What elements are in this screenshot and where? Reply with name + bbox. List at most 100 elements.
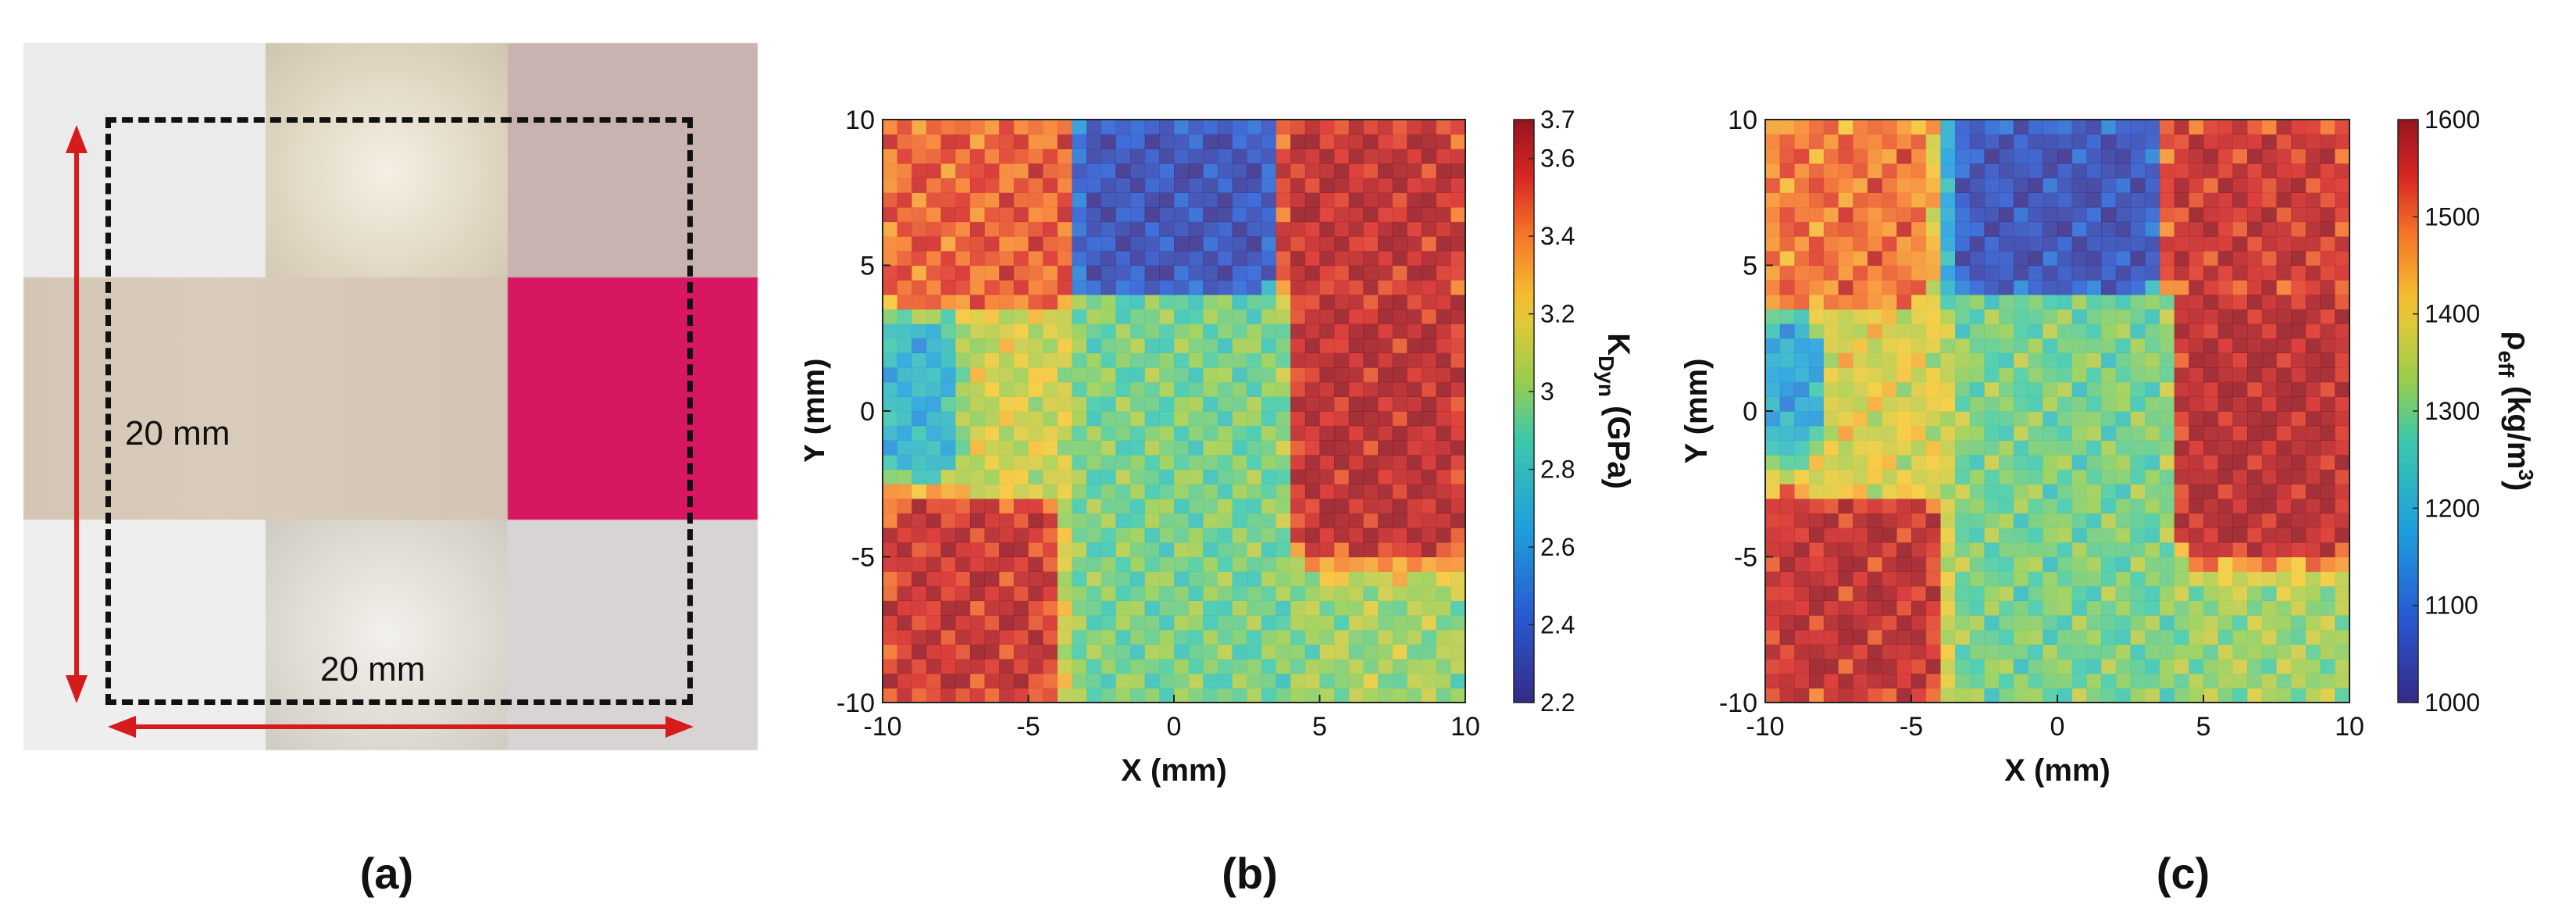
- heatmap-cell: [926, 250, 942, 266]
- heatmap-cell: [1809, 659, 1825, 674]
- heatmap-cell: [1999, 425, 2014, 441]
- heatmap-cell: [1319, 411, 1335, 427]
- heatmap-cell: [2115, 367, 2132, 383]
- heatmap-cell: [1086, 425, 1102, 441]
- heatmap-cell: [2115, 221, 2132, 237]
- heatmap-cell: [1779, 440, 1795, 456]
- heatmap-cell: [1999, 206, 2014, 223]
- heatmap-cell: [2071, 338, 2087, 353]
- x-axis-label: X (mm): [2004, 753, 2110, 788]
- heatmap-cell: [2130, 600, 2146, 616]
- heatmap-cell: [2101, 454, 2117, 470]
- heatmap-cell: [2013, 352, 2029, 368]
- heatmap-cell: [2291, 338, 2307, 353]
- heatmap-cell: [1115, 381, 1131, 397]
- heatmap-cell: [1955, 324, 1971, 339]
- heatmap-cell: [1363, 469, 1379, 485]
- heatmap-cell: [999, 338, 1015, 353]
- heatmap-cell: [1765, 629, 1781, 645]
- heatmap-cell: [1450, 280, 1466, 295]
- heatmap-cell: [999, 513, 1015, 528]
- heatmap-cell: [1407, 454, 1422, 470]
- heatmap-cell: [2115, 352, 2132, 368]
- heatmap-cell: [1450, 688, 1466, 703]
- heatmap-cell: [883, 148, 898, 164]
- heatmap-cell: [1276, 542, 1291, 558]
- heatmap-cell: [1115, 148, 1131, 164]
- heatmap-cell: [2028, 527, 2043, 543]
- heatmap-cell: [2291, 221, 2307, 237]
- heatmap-cell: [2217, 280, 2233, 295]
- heatmap-cell: [2159, 206, 2175, 223]
- heatmap-cell: [1130, 527, 1146, 543]
- heatmap-cell: [1422, 673, 1437, 688]
- heatmap-cell: [2043, 324, 2058, 339]
- heatmap-cell: [2145, 411, 2160, 427]
- heatmap-cell: [1882, 206, 1897, 223]
- heatmap-cell: [999, 236, 1015, 252]
- heatmap-cell: [1261, 221, 1277, 237]
- heatmap-cell: [1407, 659, 1422, 674]
- heatmap-cell: [897, 629, 912, 645]
- heatmap-cell: [1290, 484, 1306, 499]
- heatmap-cell: [1450, 338, 1466, 353]
- heatmap-cell: [2291, 425, 2307, 441]
- heatmap-cell: [1407, 148, 1422, 164]
- heatmap-cell: [2043, 440, 2058, 456]
- heatmap-cell: [883, 542, 898, 558]
- heatmap-cell: [2174, 396, 2189, 412]
- heatmap-cell: [2043, 163, 2058, 179]
- x-tick-label: 0: [1167, 712, 1182, 742]
- heatmap-cell: [1984, 192, 2000, 208]
- heatmap-cell: [1072, 673, 1087, 688]
- heatmap-cell: [1319, 120, 1335, 135]
- heatmap-cell: [2028, 629, 2043, 645]
- heatmap-cell: [1086, 659, 1102, 674]
- heatmap-cell: [2043, 381, 2058, 397]
- heatmap-cell: [2086, 324, 2102, 339]
- heatmap-cell: [1261, 367, 1277, 383]
- heatmap-cell: [1955, 440, 1971, 456]
- heatmap-cell: [1188, 542, 1204, 558]
- heatmap-cell: [2101, 163, 2117, 179]
- heatmap-cell: [926, 221, 942, 237]
- heatmap-cell: [1422, 527, 1437, 543]
- heatmap-cell: [2305, 148, 2321, 164]
- heatmap-cell: [1969, 542, 1986, 558]
- heatmap-cell: [1247, 250, 1262, 266]
- heatmap-cell: [1867, 600, 1883, 616]
- heatmap-cell: [1232, 585, 1247, 602]
- x-tick-label: 5: [2196, 712, 2211, 742]
- heatmap-cell: [2276, 280, 2292, 295]
- heatmap-cell: [1247, 615, 1262, 631]
- heatmap-cell: [2159, 673, 2175, 688]
- heatmap-cell: [1247, 629, 1262, 645]
- heatmap-cell: [2130, 367, 2146, 383]
- heatmap-cell: [1407, 585, 1422, 602]
- heatmap-cell: [1436, 469, 1451, 485]
- heatmap-cell: [1101, 542, 1116, 558]
- heatmap-cell: [1217, 411, 1233, 427]
- heatmap-cell: [2130, 556, 2146, 572]
- heatmap-cell: [1392, 309, 1408, 324]
- heatmap-cell: [1794, 352, 1810, 368]
- heatmap-cell: [1217, 673, 1233, 688]
- heatmap-cell: [1823, 294, 1839, 310]
- heatmap-cell: [2261, 338, 2278, 353]
- heatmap-cell: [1013, 381, 1029, 397]
- heatmap-cell: [1057, 177, 1073, 193]
- heatmap-cell: [1247, 134, 1262, 149]
- heatmap-cell: [912, 338, 927, 353]
- heatmap-cell: [2071, 236, 2087, 252]
- heatmap-cell: [2057, 192, 2073, 208]
- heatmap-cell: [2086, 163, 2102, 179]
- heatmap-cell: [2174, 673, 2189, 688]
- heatmap-cell: [1304, 585, 1321, 602]
- heatmap-cell: [1072, 585, 1087, 602]
- heatmap-cell: [1925, 177, 1941, 193]
- heatmap-cell: [2086, 120, 2102, 135]
- heatmap-cell: [1348, 454, 1365, 470]
- heatmap-cell: [1072, 527, 1087, 543]
- heatmap-cell: [1276, 338, 1291, 353]
- heatmap-cell: [1247, 265, 1262, 281]
